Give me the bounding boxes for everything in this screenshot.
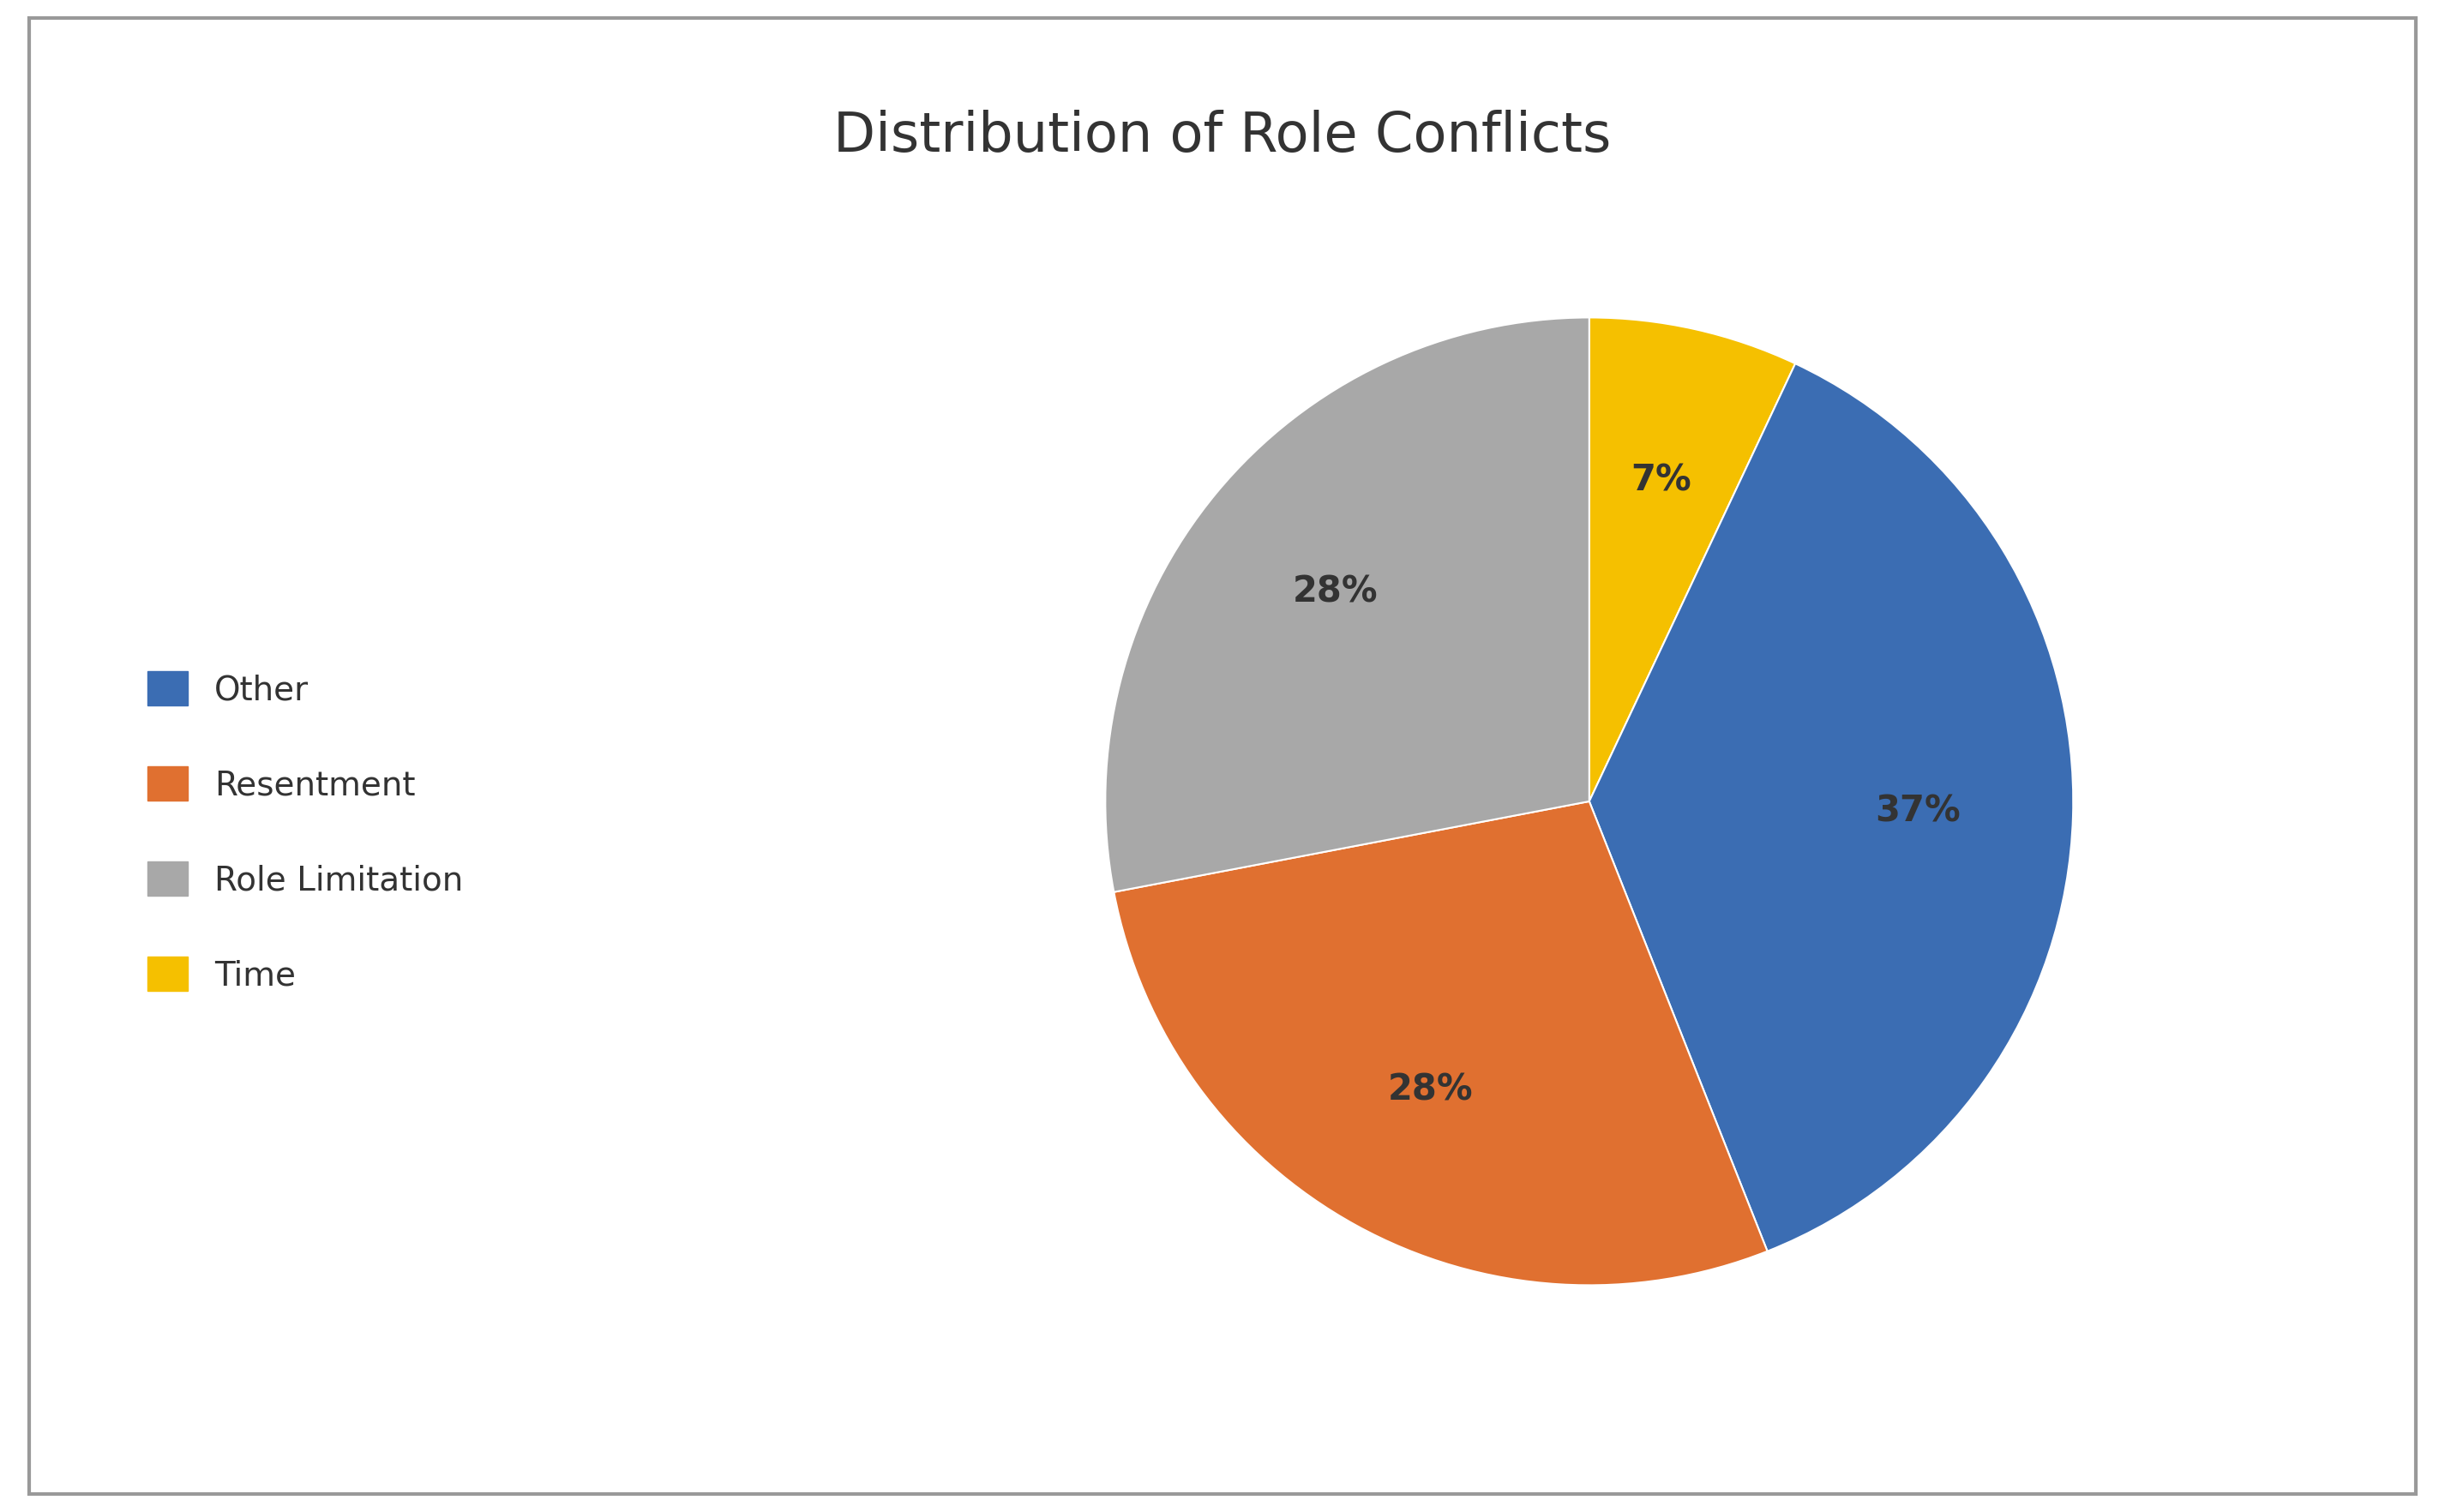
Text: 37%: 37%	[1875, 794, 1961, 830]
Wedge shape	[1589, 318, 1795, 801]
Text: Distribution of Role Conflicts: Distribution of Role Conflicts	[834, 109, 1611, 163]
Wedge shape	[1115, 801, 1768, 1285]
Text: 28%: 28%	[1293, 573, 1379, 609]
Wedge shape	[1105, 318, 1589, 892]
Wedge shape	[1589, 363, 2073, 1252]
Legend: Other, Resentment, Role Limitation, Time: Other, Resentment, Role Limitation, Time	[115, 638, 496, 1025]
Text: 28%: 28%	[1389, 1072, 1474, 1108]
Text: 7%: 7%	[1631, 463, 1692, 499]
